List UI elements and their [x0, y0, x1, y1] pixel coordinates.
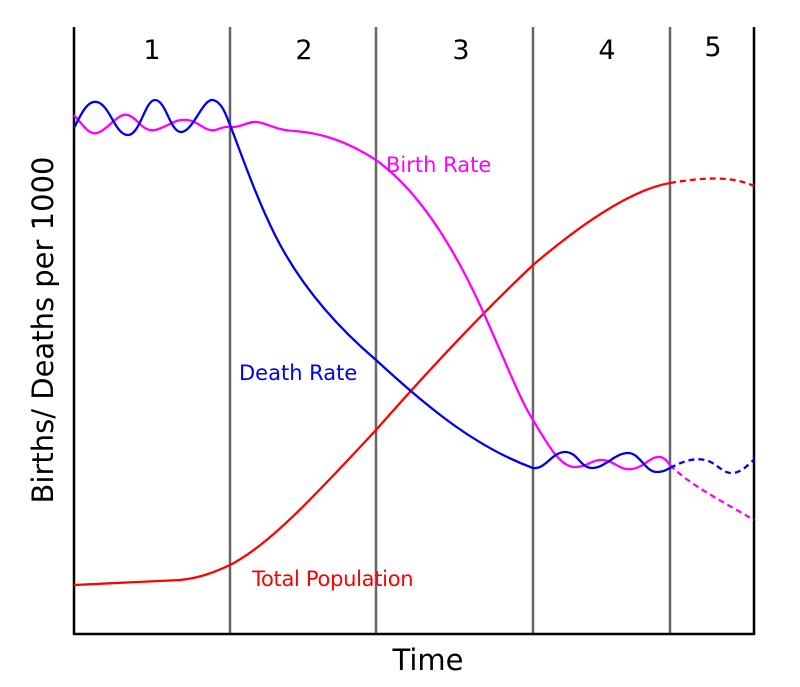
- x-axis-label: Time: [392, 643, 464, 677]
- axes: [72, 27, 756, 636]
- stage-label-5: 5: [704, 32, 721, 63]
- y-axis-label: Births/ Deaths per 1000: [26, 157, 60, 504]
- population-label: Total Population: [251, 567, 413, 591]
- stage-label-2: 2: [295, 35, 312, 66]
- population-line: [73, 181, 671, 587]
- death-rate-line: [72, 98, 671, 474]
- birth-rate-line: [73, 113, 671, 471]
- stage-label-4: 4: [598, 35, 615, 66]
- birth-rate-line-projected: [669, 464, 755, 521]
- stage-labels: 1 2 3 4 5: [143, 32, 721, 66]
- population-line-projected: [669, 177, 755, 188]
- stage-dividers: [228, 27, 672, 634]
- death-rate-line-projected: [669, 458, 755, 475]
- death-rate-label: Death Rate: [239, 361, 357, 385]
- stage-label-3: 3: [452, 35, 469, 66]
- birth-rate-label: Birth Rate: [386, 153, 491, 177]
- stage-label-1: 1: [143, 35, 160, 66]
